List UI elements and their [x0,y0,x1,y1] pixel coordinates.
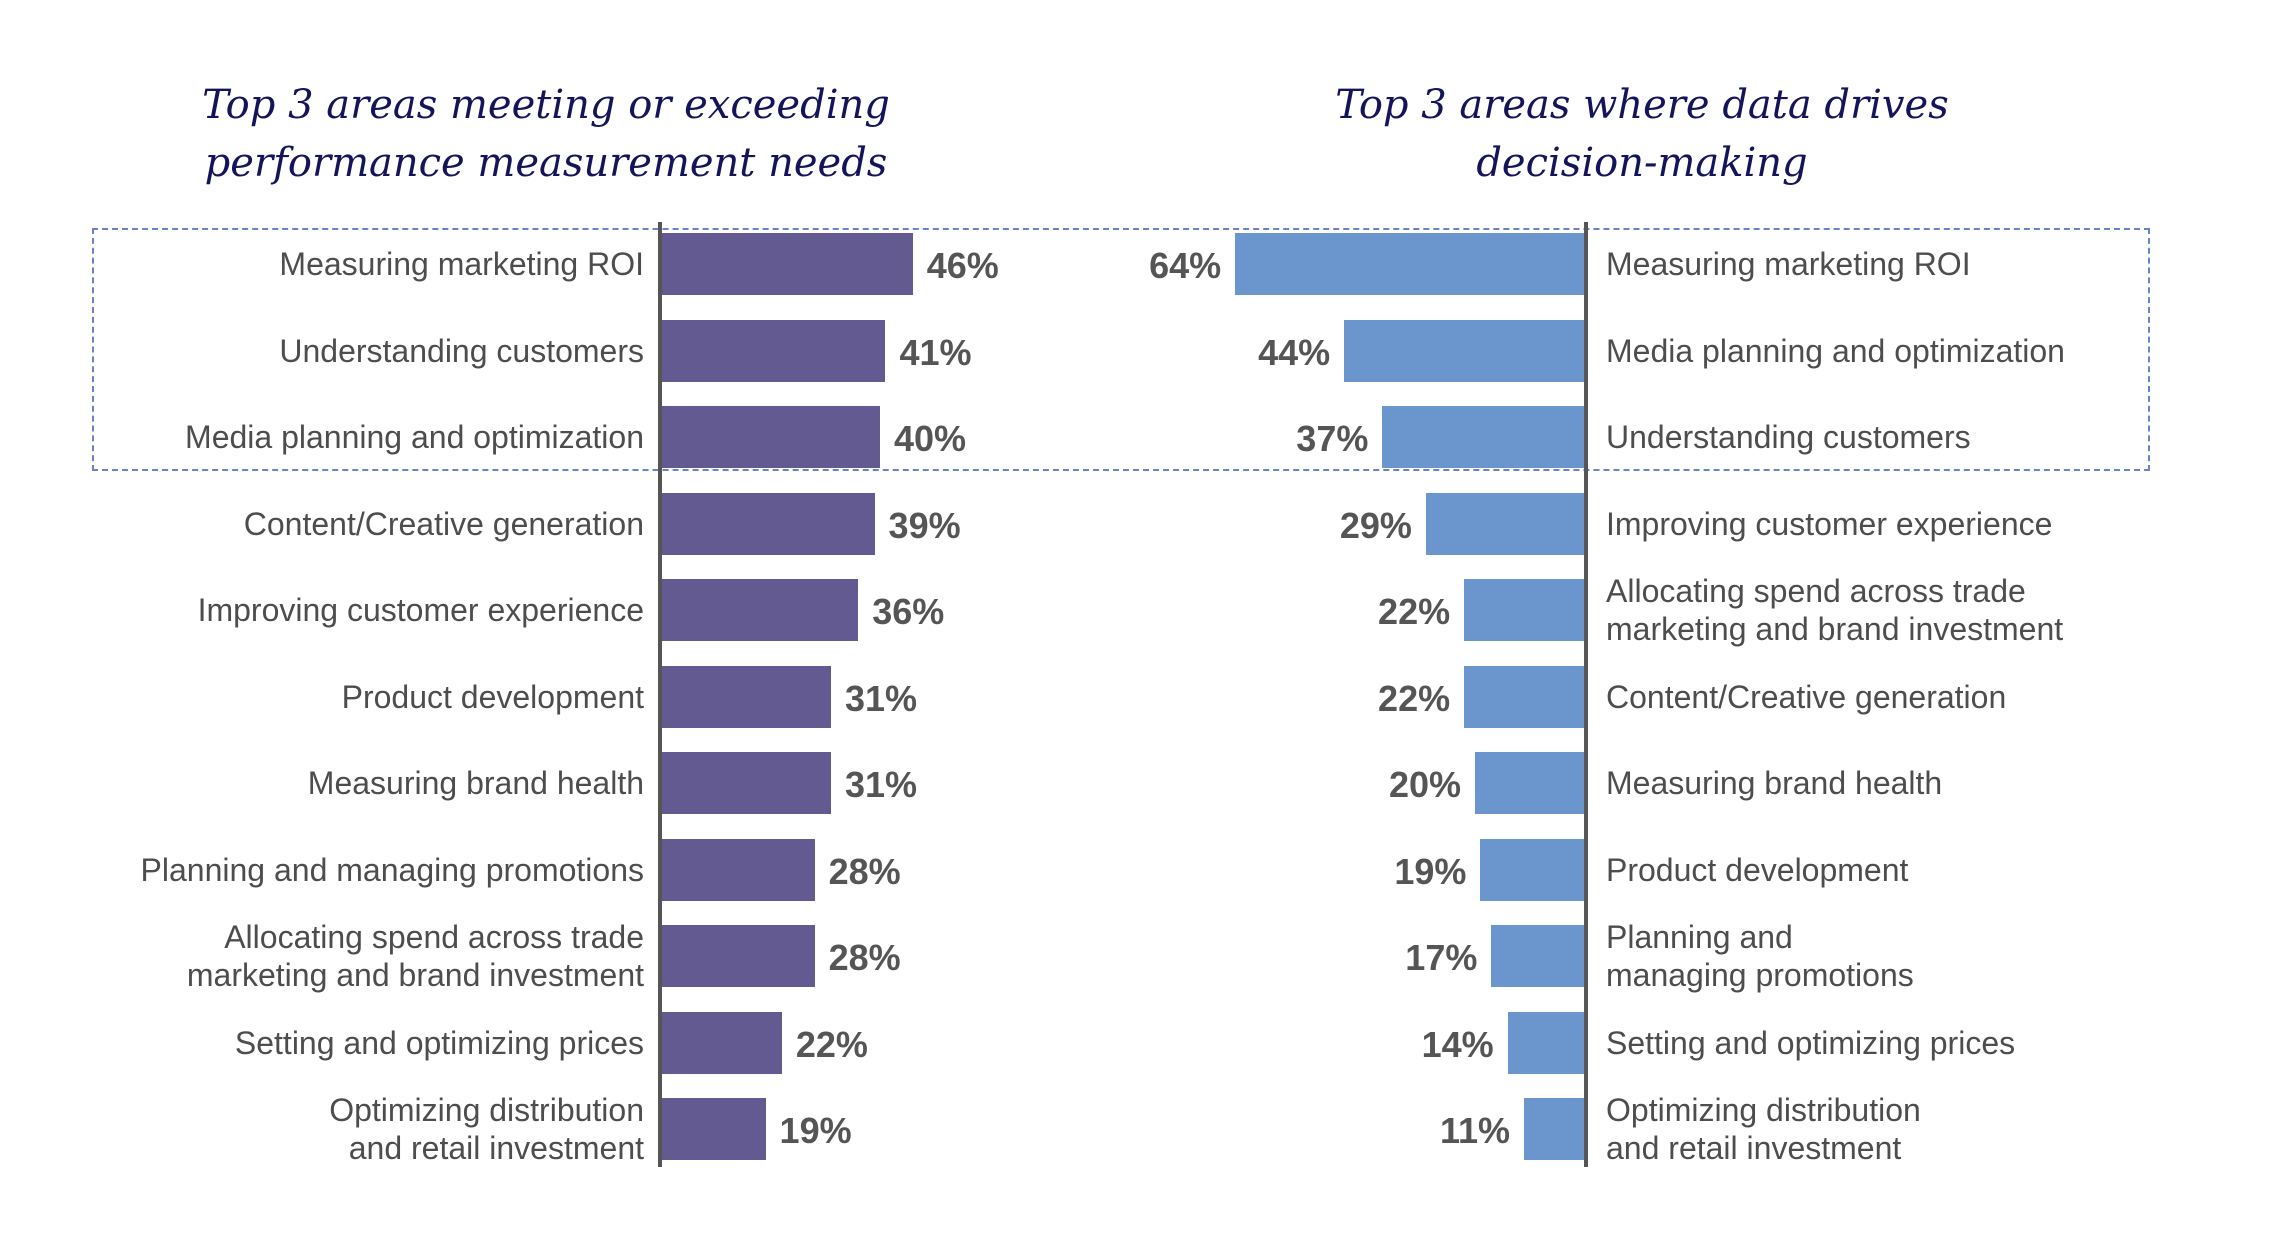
left-chart-title: Top 3 areas meeting or exceeding perform… [202,82,890,186]
right-value-label: 17% [1405,937,1478,978]
right-category-label: Understanding customers [1606,419,1971,455]
left-value-label: 41% [899,331,972,373]
left-value-label: 19% [779,1110,852,1151]
left-bar [662,1011,782,1074]
right-value-label: 11% [1439,1110,1511,1151]
left-category-label: Measuring marketing ROI [279,246,644,282]
right-category-label: Content/Creative generation [1606,678,2007,715]
right-bar [1524,1098,1584,1160]
left-value-label: 31% [844,764,917,805]
left-value-label: 28% [828,850,901,892]
right-category-label: Improving customer experience [1606,505,2053,542]
right-bar [1464,579,1584,641]
right-value-label: 19% [1394,850,1467,892]
left-bar [662,838,815,901]
left-bar [662,925,815,987]
right-bar [1382,406,1584,468]
right-category-label: Product development [1606,851,1909,888]
left-category-label: Improving customer experience [197,592,644,628]
right-bar [1464,665,1584,728]
left-value-label: 22% [795,1023,868,1065]
right-bar [1235,233,1584,295]
left-bar [662,492,875,555]
top3-highlight-box [92,228,2150,471]
left-value-label: 36% [872,591,945,632]
right-value-label: 29% [1339,504,1412,546]
right-value-label: 44% [1258,331,1331,373]
left-bar [662,665,831,728]
left-bar [662,406,880,468]
right-category-label: Measuring marketing ROI [1606,246,1971,282]
right-category-label: Setting and optimizing prices [1606,1024,2016,1061]
right-value-label: 14% [1421,1023,1494,1065]
left-category-label: Media planning and optimization [185,419,644,455]
right-category-label: Media planning and optimization [1606,332,2065,369]
left-value-label: 40% [894,418,967,459]
left-value-label: 46% [926,245,999,286]
left-bar [662,319,886,382]
left-category-label: Planning and managing promotions [140,851,644,888]
right-category-label: Allocating spend across trade marketing … [1606,573,2064,647]
right-value-label: 64% [1149,245,1222,286]
right-category-label: Planning and managing promotions [1606,919,1914,993]
left-category-label: Optimizing distribution and retail inves… [329,1092,644,1166]
left-value-label: 39% [888,504,961,546]
right-value-label: 37% [1296,418,1369,459]
left-bar [662,752,831,814]
right-bar [1507,1011,1584,1074]
left-category-label: Setting and optimizing prices [234,1024,644,1061]
right-axis-line [1584,222,1588,1167]
right-category-label: Measuring brand health [1606,765,1943,801]
right-bar [1491,925,1584,987]
left-category-label: Allocating spend across trade marketing … [186,919,644,993]
right-value-label: 22% [1378,677,1451,719]
right-bar [1344,319,1584,382]
left-bar [662,233,913,295]
right-value-label: 22% [1378,591,1451,632]
left-category-label: Product development [341,678,644,715]
right-category-label: Optimizing distribution and retail inves… [1606,1092,1921,1166]
left-value-label: 28% [828,937,901,978]
left-category-label: Content/Creative generation [243,505,644,542]
left-value-label: 31% [844,677,917,719]
left-bar [662,1098,766,1160]
right-bar [1480,838,1584,901]
left-category-label: Measuring brand health [307,765,644,801]
left-bar [662,579,859,641]
right-bar [1475,752,1584,814]
left-axis-line [658,222,662,1167]
left-category-label: Understanding customers [279,332,644,369]
right-value-label: 20% [1388,764,1461,805]
right-chart-title: Top 3 areas where data drives decision-m… [1335,82,1949,186]
right-bar [1425,492,1584,555]
